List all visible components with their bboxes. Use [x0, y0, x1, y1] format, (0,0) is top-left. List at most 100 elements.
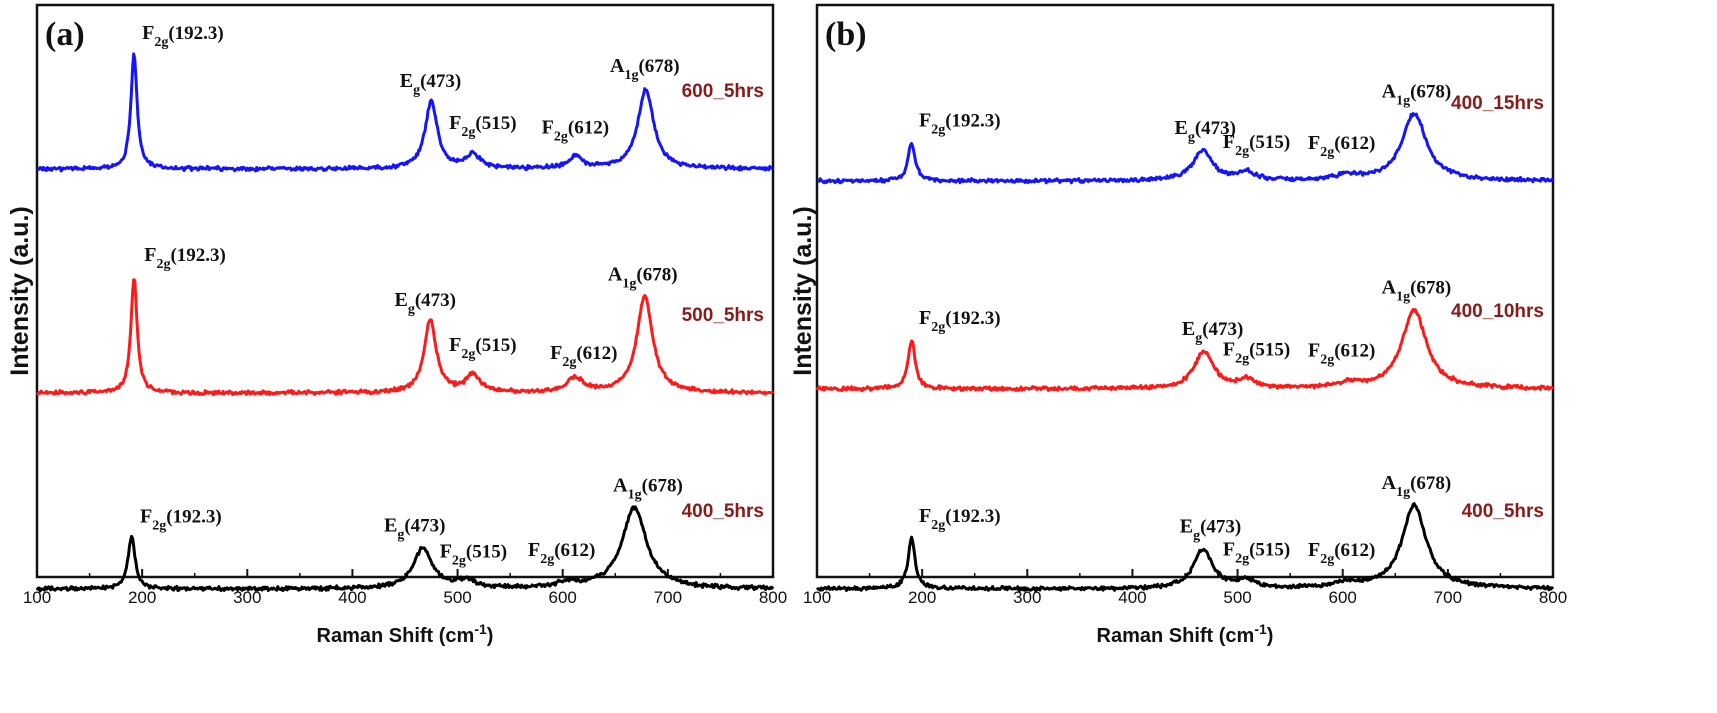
peak-symbol: E [1182, 318, 1195, 340]
peak-symbol-sub: g [1193, 529, 1200, 544]
peak-symbol-sub: g [397, 527, 404, 542]
peak-symbol: F [1308, 539, 1320, 561]
peak-symbol-sub: 1g [628, 487, 642, 502]
peak-symbol-sub: 1g [622, 276, 636, 291]
peak-symbol-sub: 2g [152, 519, 166, 534]
peak-symbol: F [144, 244, 156, 266]
peak-position: (515) [466, 541, 507, 562]
peak-position: (612) [576, 343, 617, 364]
peak-symbol-sub: g [1195, 331, 1202, 346]
peak-symbol-sub: 2g [931, 320, 945, 335]
peak-annotation: F2g(515) [1223, 339, 1290, 367]
peak-symbol: F [919, 307, 931, 329]
peak-annotation: F2g(612) [528, 539, 595, 567]
peak-annotation: A1g(678) [608, 263, 678, 291]
peak-symbol-sub: 2g [156, 257, 170, 272]
peak-position: (473) [1202, 319, 1243, 340]
peak-position: (515) [1249, 132, 1290, 153]
peak-annotation: F2g(192.3) [144, 244, 226, 272]
peak-position: (612) [1334, 540, 1375, 561]
peak-position: (473) [420, 71, 461, 92]
x-tick-label: 500 [1223, 588, 1251, 607]
y-axis-label: Intensity (a.u.) [6, 206, 34, 375]
peak-annotation: F2g(612) [542, 117, 609, 145]
peak-position: (192.3) [170, 245, 225, 266]
peak-symbol-sub: 1g [1396, 485, 1410, 500]
peak-position: (473) [404, 515, 445, 536]
peak-position: (192.3) [945, 111, 1000, 132]
peak-symbol-sub: 2g [1320, 352, 1334, 367]
peak-position: (612) [1334, 133, 1375, 154]
peak-annotation: A1g(678) [610, 55, 680, 83]
peak-symbol-sub: 2g [562, 355, 576, 370]
peak-position: (473) [1195, 118, 1236, 139]
peak-symbol: A [1382, 472, 1397, 494]
peak-position: (678) [638, 56, 679, 77]
peak-annotation: Eg(473) [394, 289, 456, 317]
peak-position: (473) [1200, 517, 1241, 538]
peak-annotation: F2g(192.3) [919, 110, 1001, 138]
peak-annotation: A1g(678) [1382, 80, 1452, 108]
peak-symbol: F [550, 342, 562, 364]
peak-position: (473) [415, 290, 456, 311]
x-tick-label: 700 [654, 588, 682, 607]
peak-symbol-sub: g [1188, 130, 1195, 145]
peak-symbol: F [528, 539, 540, 561]
peak-symbol-sub: g [413, 83, 420, 98]
series-line-500_5hrs [35, 278, 775, 397]
peak-annotation: F2g(192.3) [140, 506, 222, 534]
peak-symbol: F [1223, 538, 1235, 560]
peak-position: (515) [475, 335, 516, 356]
peak-annotation: Eg(473) [1182, 318, 1244, 346]
peak-symbol: E [400, 70, 413, 92]
peak-position: (515) [1249, 340, 1290, 361]
x-tick-label: 100 [23, 588, 51, 607]
series-line-400_15hrs [816, 112, 1555, 185]
x-axis-label: Raman Shift (cm-1) [317, 621, 494, 647]
series-line-400_5hrs [35, 505, 775, 593]
peak-symbol-sub: 1g [1396, 290, 1410, 305]
peak-annotation: F2g(515) [1223, 131, 1290, 159]
peak-annotation: F2g(192.3) [142, 22, 224, 50]
peak-symbol-sub: 2g [1320, 552, 1334, 567]
peak-symbol-sub: 2g [154, 35, 168, 50]
peak-annotation: Eg(473) [1180, 516, 1242, 544]
peak-symbol: E [1180, 516, 1193, 538]
peak-symbol: E [1174, 117, 1187, 139]
panel-label: (a) [45, 16, 85, 53]
peak-annotation: A1g(678) [1382, 472, 1452, 500]
peak-annotation: Eg(473) [400, 70, 462, 98]
peak-annotation: F2g(515) [1223, 538, 1290, 566]
series-label: 400_10hrs [1451, 301, 1544, 322]
peak-position: (612) [1334, 340, 1375, 361]
x-tick-label: 300 [233, 588, 261, 607]
x-tick-label: 100 [803, 588, 831, 607]
peak-symbol-sub: 2g [931, 518, 945, 533]
peak-symbol: F [1223, 131, 1235, 153]
peak-symbol-sub: 2g [931, 123, 945, 138]
x-tick-label: 800 [1539, 588, 1567, 607]
peak-symbol: F [919, 505, 931, 527]
x-tick-label: 300 [1013, 588, 1041, 607]
peak-symbol: F [542, 117, 554, 139]
peak-symbol: A [1382, 277, 1397, 299]
peak-symbol: A [608, 263, 623, 285]
peak-annotation: F2g(612) [1308, 539, 1375, 567]
peak-annotation: Eg(473) [384, 514, 446, 542]
peak-symbol-sub: 2g [554, 130, 568, 145]
peak-symbol: F [140, 506, 152, 528]
peak-symbol: A [1382, 80, 1397, 102]
x-tick-label: 200 [128, 588, 156, 607]
peak-annotation: F2g(192.3) [919, 307, 1001, 335]
x-tick-label: 200 [908, 588, 936, 607]
chart-panel-a: 100 200 300 400 500 600 700 800 Raman Shift (cm-… [6, 3, 787, 647]
peak-symbol: F [919, 110, 931, 132]
peak-symbol: F [449, 334, 461, 356]
peak-annotation: F2g(515) [440, 540, 507, 568]
x-axis-label-text: Raman Shift (cm [1097, 625, 1255, 647]
peak-position: (678) [642, 475, 683, 496]
x-tick-label: 400 [1118, 588, 1146, 607]
peak-symbol-sub: 2g [452, 553, 466, 568]
x-axis-label-end: ) [1267, 625, 1274, 647]
peak-position: (515) [1249, 539, 1290, 560]
